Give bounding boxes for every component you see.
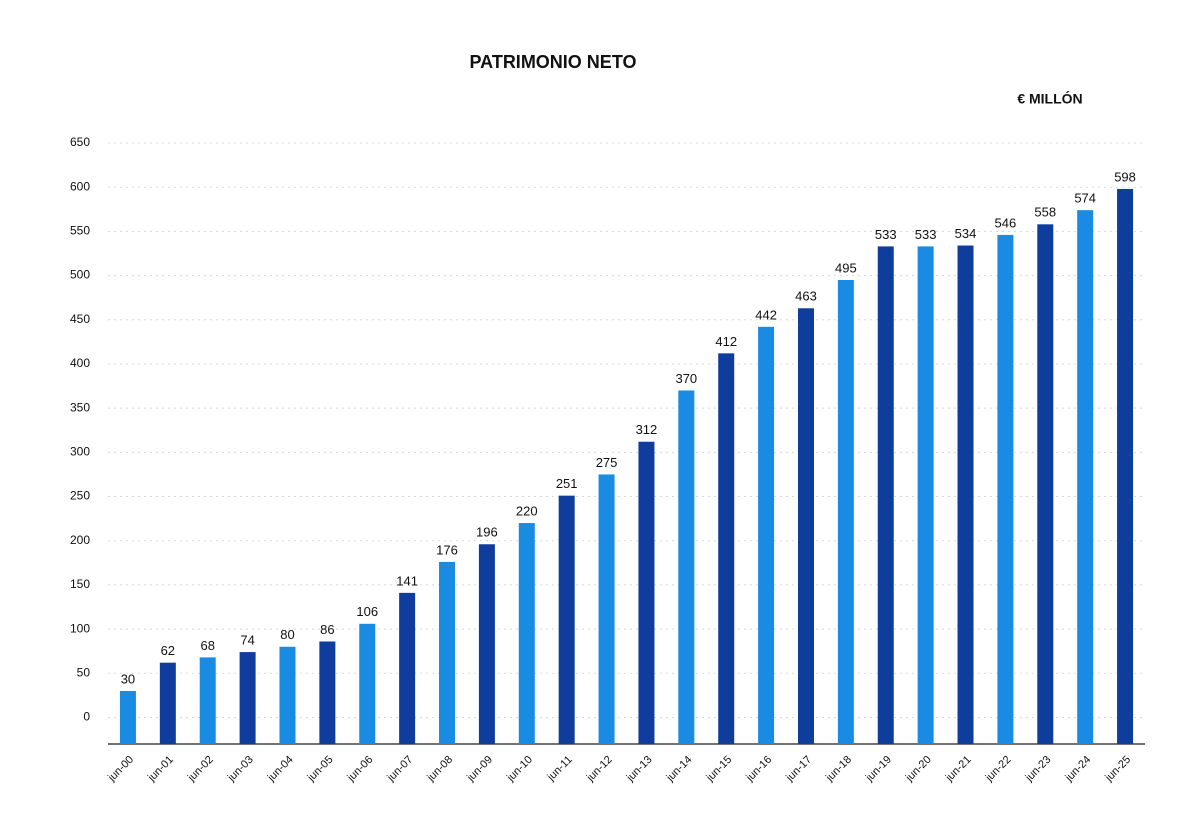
x-tick-label: jun-13 <box>624 754 655 785</box>
value-label: 412 <box>715 334 737 349</box>
x-tick-label: jun-12 <box>584 754 615 785</box>
x-tick-label: jun-05 <box>305 754 336 785</box>
bar <box>279 646 296 744</box>
y-tick-label: 450 <box>70 312 90 326</box>
y-tick-label: 200 <box>70 533 90 547</box>
value-label: 598 <box>1114 169 1136 184</box>
x-tick-label: jun-08 <box>424 754 455 785</box>
bar <box>359 623 376 744</box>
value-label: 558 <box>1034 205 1056 220</box>
bar <box>638 441 655 744</box>
bar <box>478 544 495 744</box>
value-label: 62 <box>161 643 175 658</box>
bar <box>598 474 615 744</box>
x-tick-label: jun-01 <box>145 754 176 785</box>
x-tick-label: jun-22 <box>983 754 1014 785</box>
x-tick-label: jun-07 <box>384 754 415 785</box>
y-tick-label: 150 <box>70 577 90 591</box>
x-tick-label: jun-11 <box>545 754 575 784</box>
x-tick-label: jun-18 <box>823 754 854 785</box>
x-tick-label: jun-03 <box>225 754 256 785</box>
value-label: 68 <box>200 638 214 653</box>
value-label: 80 <box>280 627 294 642</box>
value-label: 495 <box>835 260 857 275</box>
value-label: 196 <box>476 525 498 540</box>
x-tick-label: jun-00 <box>105 754 136 785</box>
bar <box>119 690 136 744</box>
value-label: 220 <box>516 503 538 518</box>
x-tick-label: jun-14 <box>664 754 695 785</box>
value-label: 533 <box>875 227 897 242</box>
value-label: 176 <box>436 542 458 557</box>
y-tick-label: 100 <box>70 621 90 635</box>
x-tick-label: jun-16 <box>743 754 774 785</box>
bar <box>718 353 735 744</box>
bar <box>1117 188 1134 745</box>
value-label: 275 <box>596 455 618 470</box>
value-label: 534 <box>955 226 977 241</box>
bar <box>877 246 894 744</box>
x-tick-label: jun-21 <box>943 754 974 785</box>
bar <box>678 390 695 744</box>
x-tick-label: jun-17 <box>783 754 814 785</box>
bar <box>758 326 775 744</box>
value-label: 141 <box>396 573 418 588</box>
bar <box>1037 224 1054 744</box>
y-tick-label: 0 <box>83 710 90 724</box>
value-label: 30 <box>121 671 135 686</box>
bar <box>917 246 934 744</box>
x-tick-label: jun-23 <box>1023 754 1054 785</box>
x-tick-label: jun-24 <box>1063 754 1094 785</box>
bar <box>239 652 256 744</box>
x-tick-label: jun-10 <box>504 754 535 785</box>
value-label: 370 <box>675 371 697 386</box>
y-tick-label: 50 <box>77 665 91 679</box>
unit-label: € MILLÓN <box>1017 90 1082 107</box>
x-tick-label: jun-09 <box>464 754 495 785</box>
bar <box>199 657 216 744</box>
y-tick-label: 600 <box>70 179 90 193</box>
value-label: 251 <box>556 476 578 491</box>
bar <box>518 523 535 744</box>
y-tick-label: 300 <box>70 445 90 459</box>
y-tick-label: 650 <box>70 135 90 149</box>
value-label: 106 <box>356 604 378 619</box>
value-label: 533 <box>915 227 937 242</box>
value-label: 442 <box>755 307 777 322</box>
value-label: 312 <box>636 422 658 437</box>
x-tick-label: jun-06 <box>345 754 376 785</box>
value-label: 74 <box>240 633 254 648</box>
value-label: 463 <box>795 289 817 304</box>
bar <box>837 279 854 744</box>
y-tick-label: 400 <box>70 356 90 370</box>
x-tick-label: jun-25 <box>1102 754 1133 785</box>
bar <box>399 592 416 744</box>
value-label: 546 <box>995 215 1017 230</box>
x-tick-label: jun-19 <box>863 754 894 785</box>
x-tick-label: jun-15 <box>704 754 735 785</box>
y-tick-label: 350 <box>70 400 90 414</box>
bar <box>957 245 974 744</box>
x-tick-label: jun-20 <box>903 754 934 785</box>
x-tick-label: jun-04 <box>265 754 296 785</box>
bar <box>319 641 336 744</box>
value-label: 574 <box>1074 191 1096 206</box>
bar <box>997 234 1014 744</box>
bar <box>558 495 575 744</box>
bar <box>159 662 176 744</box>
y-tick-label: 250 <box>70 489 90 503</box>
chart-title: PATRIMONIO NETO <box>469 52 636 72</box>
x-tick-label: jun-02 <box>185 754 216 785</box>
bar <box>439 561 456 744</box>
value-label: 86 <box>320 622 334 637</box>
y-tick-label: 550 <box>70 224 90 238</box>
y-tick-label: 500 <box>70 268 90 282</box>
bar <box>1077 210 1094 744</box>
bar <box>797 308 814 744</box>
